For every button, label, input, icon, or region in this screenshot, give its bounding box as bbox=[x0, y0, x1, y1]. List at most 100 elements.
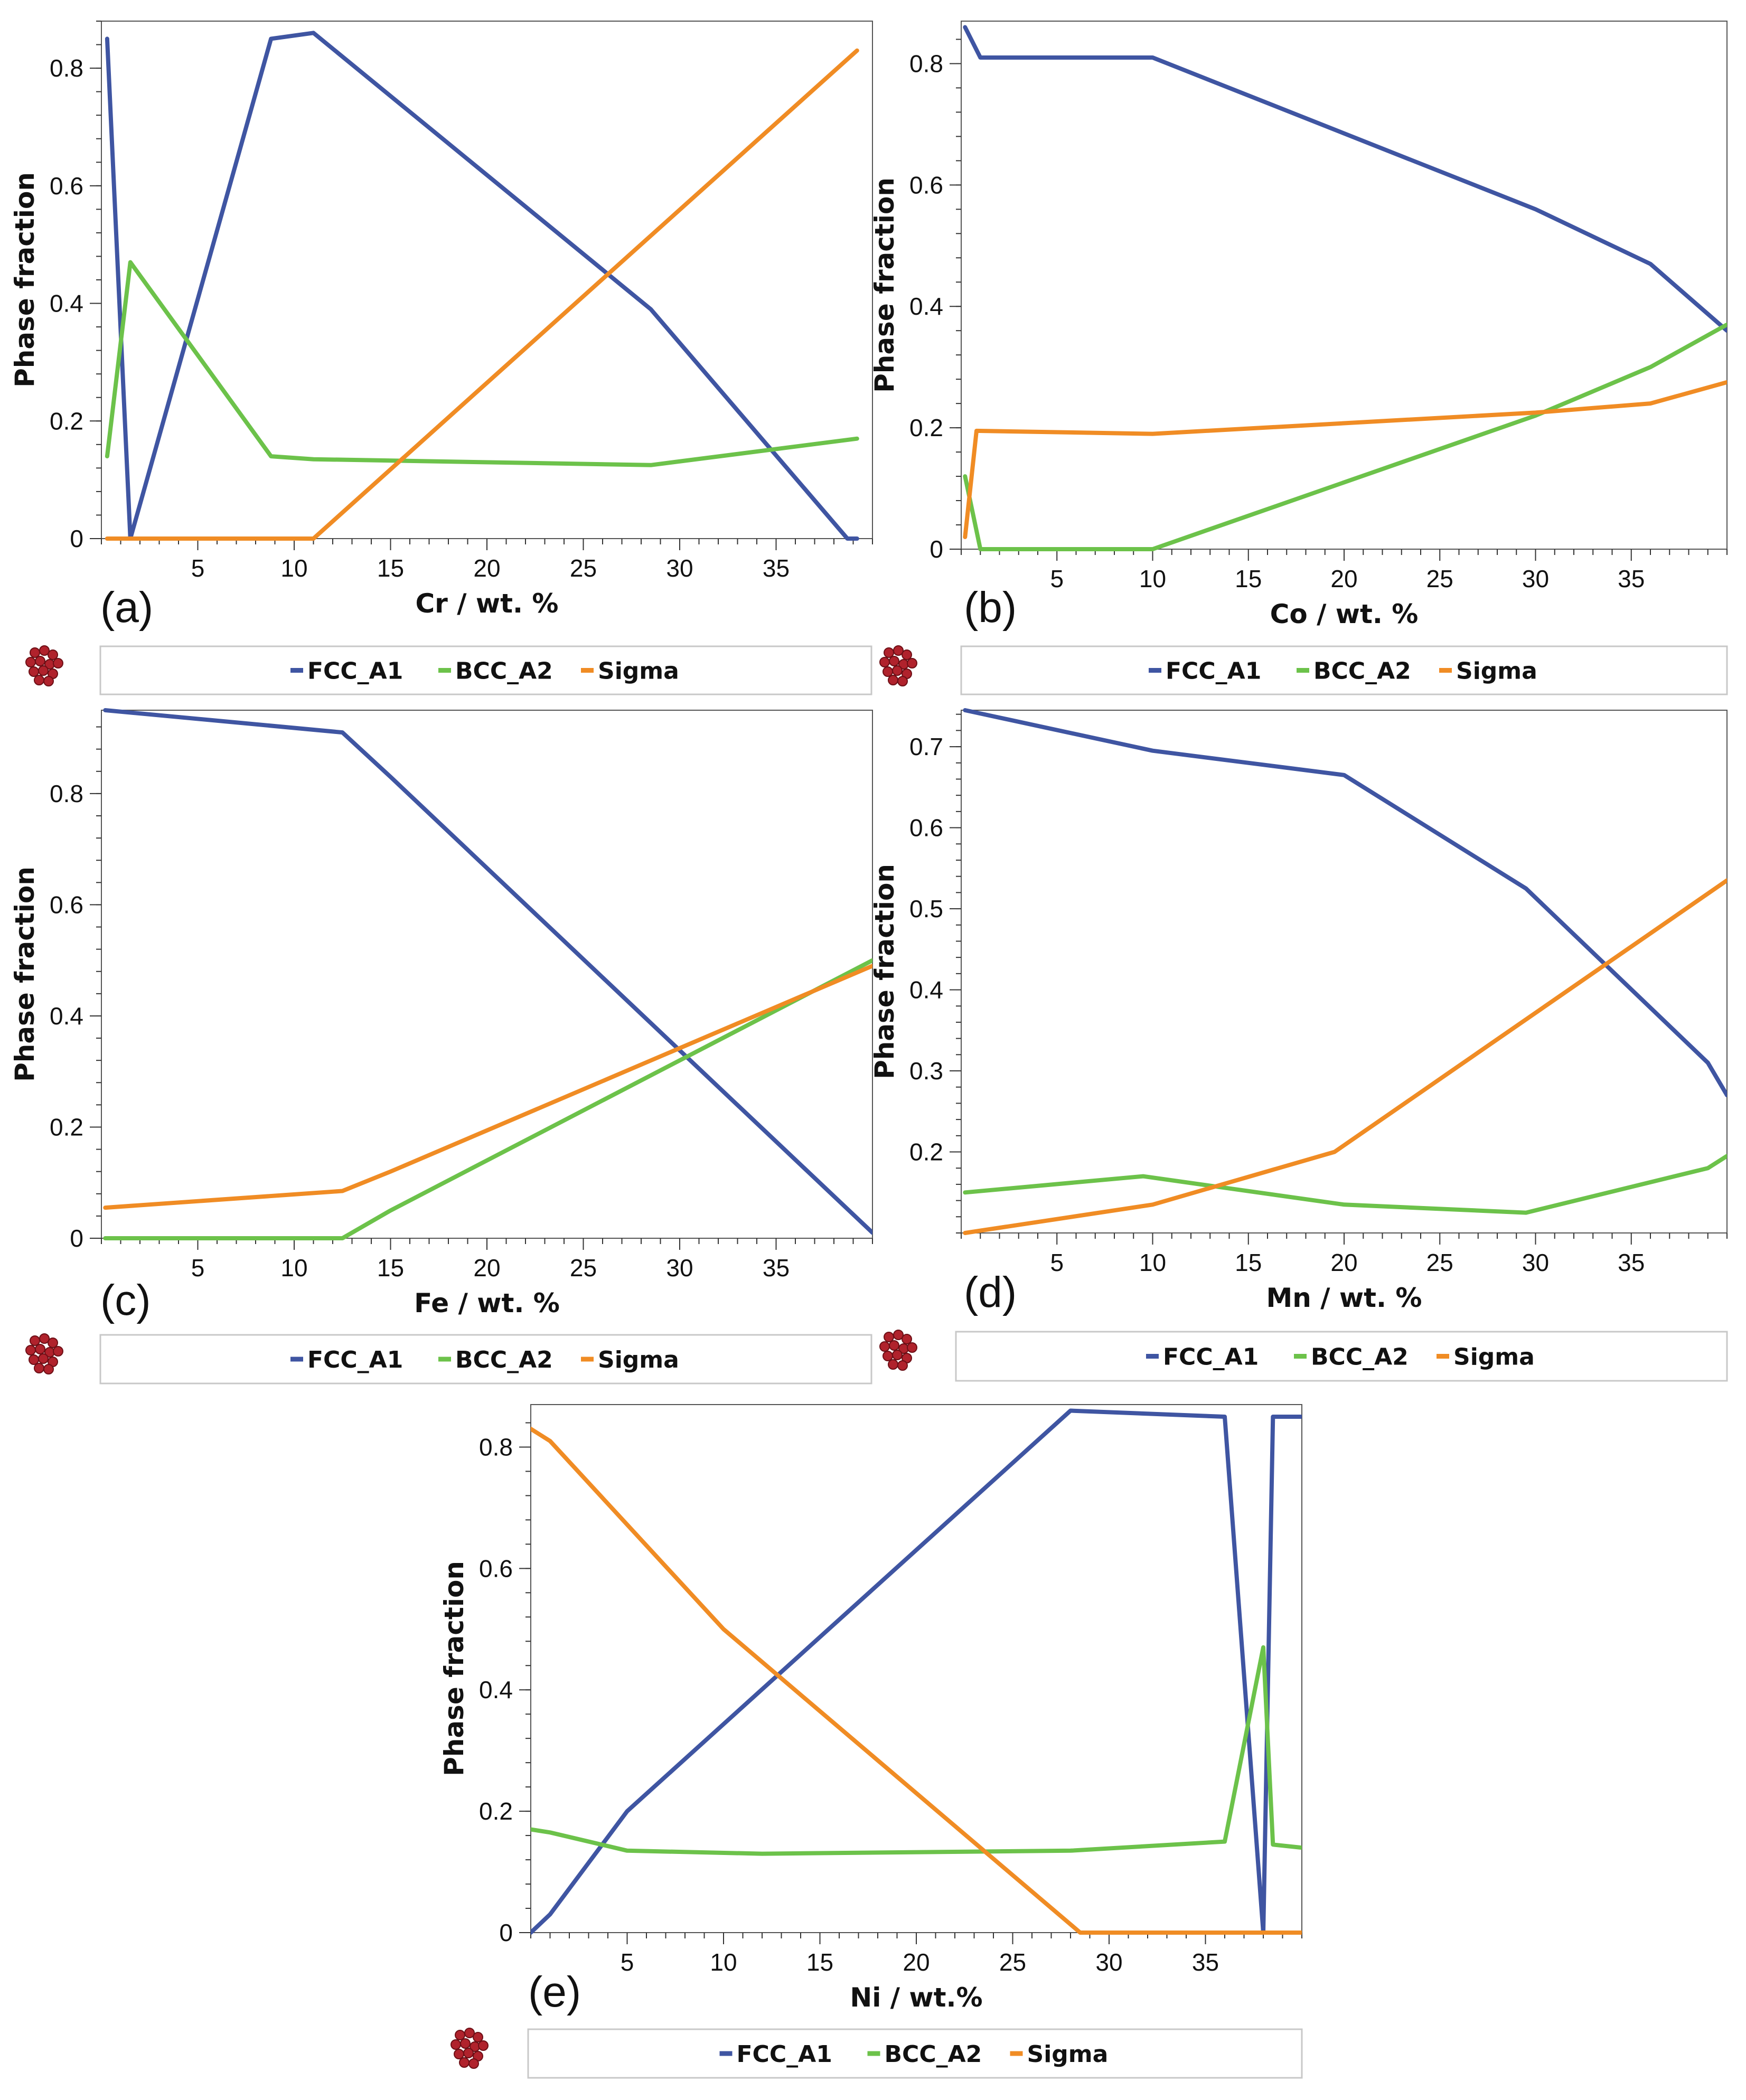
x-axis-label: Ni / wt.% bbox=[850, 1982, 982, 2013]
x-tick-label: 20 bbox=[903, 1948, 930, 1976]
legend: FCC_A1 BCC_A2 Sigma bbox=[527, 2028, 1303, 2079]
red-dots-cluster-icon bbox=[25, 1333, 63, 1374]
x-axis-label: Cr / wt. % bbox=[415, 588, 558, 619]
y-tick-label: 0.2 bbox=[479, 1797, 513, 1825]
legend-label-sigma: Sigma bbox=[598, 1346, 679, 1373]
x-tick-label: 30 bbox=[666, 1254, 693, 1282]
y-tick-label: 0.2 bbox=[909, 414, 943, 441]
y-tick-label: 0.6 bbox=[909, 171, 943, 199]
x-tick-label: 20 bbox=[1330, 1249, 1357, 1276]
legend-label-fcc_a1: FCC_A1 bbox=[307, 1346, 403, 1373]
x-tick-label: 10 bbox=[1139, 565, 1166, 592]
legend-label-bcc_a2: BCC_A2 bbox=[455, 1346, 553, 1373]
legend-label-fcc_a1: FCC_A1 bbox=[737, 2041, 832, 2068]
y-tick-label: 0.8 bbox=[909, 50, 943, 77]
x-tick-label: 15 bbox=[377, 1254, 404, 1282]
x-tick-label: 5 bbox=[621, 1948, 634, 1976]
legend-box bbox=[960, 645, 1728, 695]
series-line-sigma bbox=[103, 964, 872, 1210]
x-tick-label: 5 bbox=[1050, 1249, 1064, 1276]
legend-label-fcc_a1: FCC_A1 bbox=[1163, 1344, 1259, 1371]
series-line-sigma bbox=[963, 380, 1727, 539]
y-tick-label: 0.6 bbox=[50, 891, 83, 918]
series-line-bcc_a2 bbox=[105, 260, 859, 467]
legend-label-fcc_a1: FCC_A1 bbox=[1166, 658, 1261, 685]
chart-panel-d: 5 10 15 20 25 30 35 0.2 0.3 0.4 0.5 0.6 0.7 Phase fra… bbox=[869, 708, 1728, 1382]
red-dots-cluster-icon bbox=[879, 645, 917, 686]
y-tick-label: 0.4 bbox=[909, 293, 943, 320]
chart-panel-c: 5 10 15 20 25 30 35 0 0.2 0.4 0.6 0.8 Phase fraction… bbox=[10, 708, 873, 1385]
y-axis-label: Phase fraction bbox=[10, 867, 40, 1082]
legend-label-bcc_a2: BCC_A2 bbox=[1311, 1344, 1409, 1371]
series-line-sigma bbox=[963, 878, 1727, 1235]
series-line-bcc_a2 bbox=[531, 1645, 1302, 1856]
legend-box bbox=[527, 2028, 1303, 2079]
y-tick-label: 0.8 bbox=[50, 54, 83, 82]
panel-label: (b) bbox=[964, 583, 1017, 632]
x-tick-label: 15 bbox=[377, 554, 404, 582]
x-tick-label: 5 bbox=[191, 554, 205, 582]
series-line-bcc_a2 bbox=[963, 322, 1727, 551]
legend-box bbox=[99, 1334, 872, 1385]
y-tick-label: 0.2 bbox=[50, 1113, 83, 1141]
y-tick-label: 0.4 bbox=[479, 1676, 513, 1703]
y-axis-label: Phase fraction bbox=[869, 177, 900, 393]
panel-label: (d) bbox=[964, 1268, 1017, 1316]
plot-frame bbox=[961, 21, 1728, 550]
x-tick-label: 25 bbox=[999, 1948, 1026, 1976]
chart-panel-b: 5 10 15 20 25 30 35 0 0.2 0.4 0.6 0.8 Phase fraction… bbox=[869, 21, 1728, 695]
series-line-bcc_a2 bbox=[103, 958, 872, 1240]
red-dots-cluster-icon bbox=[879, 1330, 917, 1371]
x-tick-label: 10 bbox=[710, 1948, 737, 1976]
y-tick-label: 0.8 bbox=[479, 1433, 513, 1461]
x-tick-label: 35 bbox=[1618, 565, 1645, 592]
x-tick-label: 35 bbox=[763, 1254, 790, 1282]
panel-label: (e) bbox=[528, 1968, 581, 2016]
chart-panel-a: 5 10 15 20 25 30 35 0 0.2 0.4 0.6 0.8 Phase fraction… bbox=[10, 21, 873, 695]
y-axis-label: Phase fraction bbox=[439, 1561, 470, 1776]
red-dots-cluster-icon bbox=[450, 2028, 489, 2069]
x-tick-label: 30 bbox=[1522, 565, 1549, 592]
legend-label-sigma: Sigma bbox=[1456, 658, 1537, 685]
series-line-fcc_a1 bbox=[963, 25, 1727, 333]
y-tick-label: 0.4 bbox=[50, 1002, 83, 1030]
y-tick-label: 0.5 bbox=[909, 895, 943, 922]
legend-label-sigma: Sigma bbox=[1453, 1344, 1535, 1371]
x-tick-label: 25 bbox=[570, 554, 597, 582]
x-tick-label: 25 bbox=[570, 1254, 597, 1282]
x-tick-label: 10 bbox=[280, 554, 307, 582]
y-tick-label: 0.2 bbox=[909, 1138, 943, 1166]
x-tick-label: 20 bbox=[473, 554, 500, 582]
legend: FCC_A1 BCC_A2 Sigma bbox=[960, 645, 1728, 695]
x-tick-label: 5 bbox=[191, 1254, 205, 1282]
y-tick-label: 0 bbox=[70, 1225, 83, 1252]
y-tick-label: 0.6 bbox=[50, 172, 83, 200]
chart-panel-e: 5 10 15 20 25 30 35 0 0.2 0.4 0.6 0.8 Phase fraction… bbox=[439, 1404, 1303, 2079]
series-line-sigma bbox=[531, 1427, 1302, 1935]
panel-label: (a) bbox=[100, 583, 153, 632]
x-tick-label: 10 bbox=[280, 1254, 307, 1282]
x-tick-label: 15 bbox=[1235, 565, 1262, 592]
x-axis-label: Fe / wt. % bbox=[414, 1288, 560, 1319]
legend-box bbox=[955, 1331, 1728, 1382]
y-axis-label: Phase fraction bbox=[10, 172, 40, 388]
y-tick-label: 0.4 bbox=[909, 976, 943, 1004]
legend-label-sigma: Sigma bbox=[1027, 2041, 1109, 2068]
legend-label-bcc_a2: BCC_A2 bbox=[455, 658, 553, 685]
x-tick-label: 30 bbox=[1522, 1249, 1549, 1276]
y-tick-label: 0 bbox=[930, 535, 943, 563]
y-tick-label: 0.2 bbox=[50, 407, 83, 435]
series-line-fcc_a1 bbox=[963, 708, 1727, 1098]
x-axis-label: Mn / wt. % bbox=[1266, 1283, 1422, 1313]
x-tick-label: 35 bbox=[1192, 1948, 1219, 1976]
x-axis-label: Co / wt. % bbox=[1270, 599, 1419, 629]
x-tick-label: 15 bbox=[806, 1948, 833, 1976]
legend-label-sigma: Sigma bbox=[598, 658, 679, 685]
x-tick-label: 35 bbox=[763, 554, 790, 582]
x-tick-label: 30 bbox=[666, 554, 693, 582]
x-tick-label: 10 bbox=[1139, 1249, 1166, 1276]
series-line-sigma bbox=[105, 48, 859, 541]
x-tick-label: 30 bbox=[1095, 1948, 1122, 1976]
x-tick-label: 5 bbox=[1050, 565, 1064, 592]
